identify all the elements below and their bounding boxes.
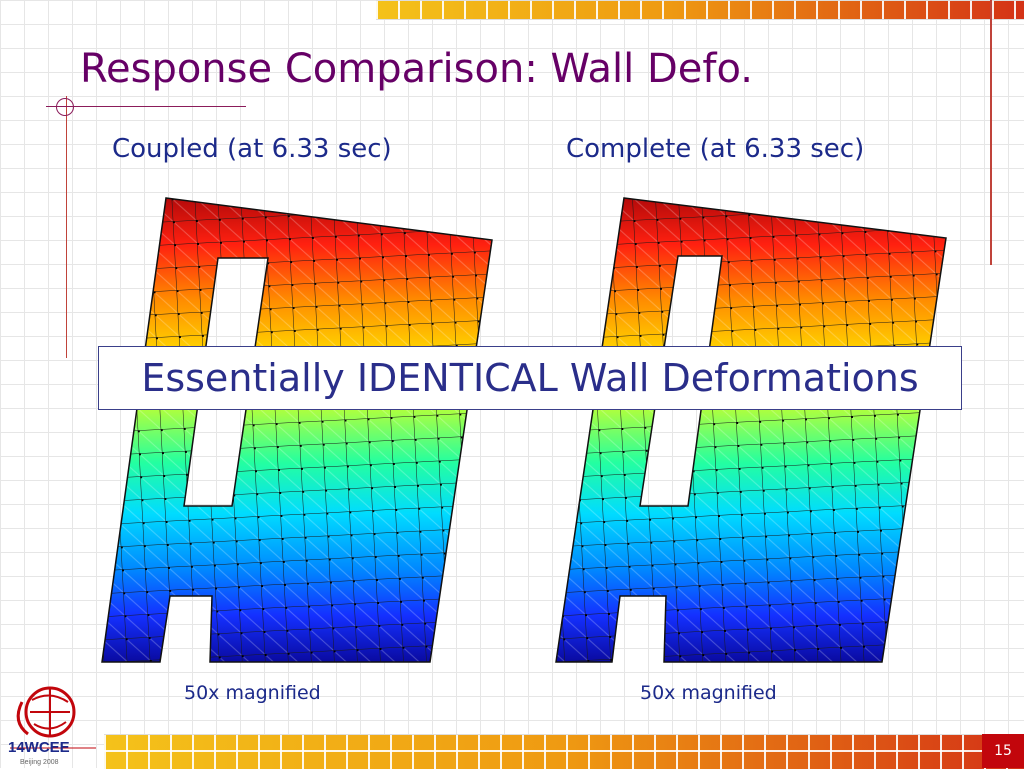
wcee-logo-icon: 14WCEE Beijing 2008 [2,672,102,768]
callout-box: Essentially IDENTICAL Wall Deformations [98,346,962,410]
top-decorative-stripe [376,0,1024,20]
coupled-wall-mesh [101,197,493,663]
decorative-vertical-line-right [990,0,992,265]
logo-text: 14WCEE [8,739,70,756]
callout-text: Essentially IDENTICAL Wall Deformations [141,356,919,400]
title-underline [46,106,246,107]
page-number: 15 [982,734,1024,768]
svg-text:Beijing 2008: Beijing 2008 [20,759,59,766]
slide-title: Response Comparison: Wall Defo. [80,46,753,92]
crosshair-icon [56,98,74,116]
decorative-vertical-line-left [66,96,67,358]
complete-label: Complete (at 6.33 sec) [566,134,865,164]
complete-wall-mesh [555,197,947,663]
logo-subtext: Beijing 2008 [20,759,59,766]
complete-magnification-label: 50x magnified [640,682,777,704]
coupled-magnification-label: 50x magnified [184,682,321,704]
bottom-decorative-stripe [104,734,1024,769]
svg-text:14WCEE: 14WCEE [8,739,70,756]
coupled-label: Coupled (at 6.33 sec) [112,134,392,164]
